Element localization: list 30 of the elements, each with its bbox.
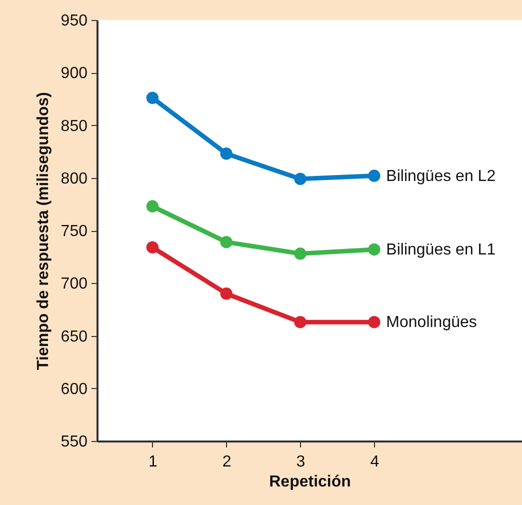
point xyxy=(294,248,306,260)
y-tick-label: 850 xyxy=(60,118,88,135)
x-tick-label: 4 xyxy=(370,454,380,470)
x-tick-label: 1 xyxy=(148,454,158,470)
y-tick-label: 750 xyxy=(60,223,88,240)
point xyxy=(146,241,159,254)
series-label: Bilingües en L1 xyxy=(386,241,496,258)
point xyxy=(294,172,306,186)
y-axis-title: Tiempo de respuesta (milisegundos) xyxy=(34,92,52,370)
y-tick-label: 700 xyxy=(60,276,88,293)
x-axis-title: Repetición xyxy=(269,474,351,490)
x-tick-label: 3 xyxy=(296,454,306,470)
series-label: Monolingües xyxy=(386,314,477,332)
x-tick-label: 2 xyxy=(222,454,232,470)
y-tick-label: 650 xyxy=(60,328,88,346)
point xyxy=(368,243,380,256)
y-tick-label: 600 xyxy=(60,380,88,398)
y-tick-label: 550 xyxy=(60,434,88,450)
point xyxy=(368,316,380,328)
series-label: Bilingües en L2 xyxy=(386,168,496,185)
y-tick-label: 950 xyxy=(60,12,88,30)
point xyxy=(146,200,159,212)
point xyxy=(294,316,306,328)
point xyxy=(220,148,232,160)
point xyxy=(220,236,232,248)
point xyxy=(368,170,380,182)
y-tick-label: 900 xyxy=(60,65,88,82)
point xyxy=(220,288,232,300)
point xyxy=(146,92,159,104)
y-tick-label: 800 xyxy=(60,170,88,188)
